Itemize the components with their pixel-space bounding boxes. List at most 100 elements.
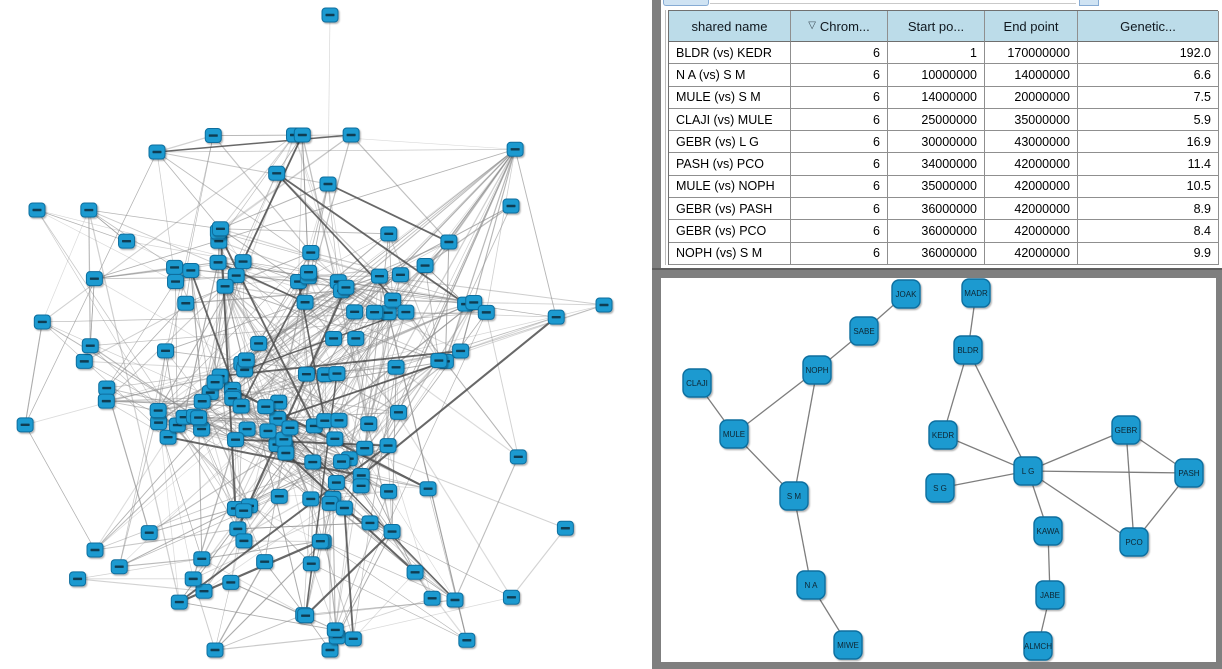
network-edge <box>36 209 176 282</box>
table-cell: MULE (vs) NOPH <box>669 175 791 199</box>
network-node-label-glyph <box>300 301 310 304</box>
network-edge <box>220 228 299 282</box>
network-node-ALMCH[interactable] <box>1023 631 1053 661</box>
network-edge <box>379 275 605 306</box>
network-edge <box>460 316 557 352</box>
table-row[interactable]: CLAJI (vs) MULE 6 25000000 35000000 5.9 <box>669 108 1219 132</box>
network-edge <box>190 270 203 402</box>
network-node-label-glyph <box>423 487 433 490</box>
network-node-MULE[interactable] <box>719 419 749 449</box>
column-header-0[interactable]: shared name <box>669 11 791 42</box>
network-node-BLDR[interactable] <box>953 335 983 365</box>
network-node-label-glyph <box>101 399 111 403</box>
column-header-4[interactable]: Genetic... <box>1078 11 1219 42</box>
network-edge <box>190 270 203 402</box>
network-node-label-glyph <box>197 400 207 403</box>
network-node-label: NOPH <box>805 366 828 375</box>
table-row[interactable]: GEBR (vs) L G 6 30000000 43000000 16.9 <box>669 131 1219 154</box>
network-node-MADR[interactable] <box>961 278 991 308</box>
network-node-label-glyph <box>306 251 316 254</box>
network-node-label: ALMCH <box>1024 642 1052 651</box>
network-edge <box>41 209 90 323</box>
network-node-label-glyph <box>231 438 241 441</box>
sort-filter-icon[interactable]: ▽ <box>808 20 816 31</box>
network-edge <box>149 507 236 534</box>
network-node-KEDR[interactable] <box>928 420 958 450</box>
network-edge <box>217 134 295 233</box>
network-node-MIWE[interactable] <box>833 630 863 660</box>
network-edge <box>307 276 335 339</box>
network-node-JOAK[interactable] <box>891 279 921 309</box>
scrollbar-fragment[interactable] <box>1079 0 1099 6</box>
table-cell: 36000000 <box>888 220 985 243</box>
network-edge <box>352 522 371 639</box>
network-node-PASH[interactable] <box>1174 458 1204 488</box>
column-header-1[interactable]: ▽ Chrom... <box>791 11 888 42</box>
network-edge <box>167 173 277 438</box>
table-row[interactable]: PASH (vs) PCO 6 34000000 42000000 11.4 <box>669 153 1219 176</box>
network-edge <box>305 541 321 616</box>
network-node-label-glyph <box>341 286 351 289</box>
table-cell: 9.9 <box>1078 242 1219 265</box>
network-edge <box>405 311 440 361</box>
table-row[interactable]: BLDR (vs) KEDR 6 1 170000000 192.0 <box>669 42 1219 65</box>
network-edge <box>24 151 158 425</box>
network-edge <box>343 507 355 639</box>
table-row[interactable]: N A (vs) S M 6 10000000 14000000 6.6 <box>669 64 1219 87</box>
network-node-label-glyph <box>360 447 370 450</box>
network-node-label: N A <box>805 581 819 590</box>
column-header-3[interactable]: End point <box>985 11 1078 42</box>
network-node-label: PASH <box>1178 469 1199 478</box>
network-node-label-glyph <box>79 360 89 363</box>
network-edge <box>190 270 211 393</box>
table-cell: N A (vs) S M <box>669 64 791 87</box>
table-row[interactable]: NOPH (vs) S M 6 36000000 42000000 9.9 <box>669 242 1219 265</box>
table-row[interactable]: GEBR (vs) PCO 6 36000000 42000000 8.4 <box>669 220 1219 243</box>
network-edge <box>329 312 487 651</box>
network-node-label-glyph <box>233 527 243 531</box>
network-node-JABE[interactable] <box>1035 580 1065 610</box>
network-overview-canvas[interactable] <box>0 0 652 669</box>
table-cell: 20000000 <box>985 86 1078 109</box>
network-node-GEBR[interactable] <box>1111 415 1141 445</box>
table-row[interactable]: GEBR (vs) PASH 6 36000000 42000000 8.9 <box>669 198 1219 221</box>
network-node-label-glyph <box>356 474 366 477</box>
network-edge <box>353 572 416 640</box>
network-edge <box>106 387 150 533</box>
network-node-S-M[interactable] <box>779 481 809 511</box>
network-node-CLAJI[interactable] <box>682 368 712 398</box>
network-edge <box>220 183 329 230</box>
column-header-2[interactable]: Start po... <box>888 11 985 42</box>
table-row[interactable]: MULE (vs) S M 6 14000000 20000000 7.5 <box>669 86 1219 109</box>
network-edge <box>106 400 242 407</box>
network-edge <box>424 205 512 267</box>
network-edge <box>338 360 440 421</box>
network-edge <box>454 456 519 601</box>
network-detail-canvas[interactable]: JOAK MADR SABE NOPH BLDR CLAJI MULE KEDR GEBR L G… <box>661 278 1216 662</box>
network-node-SABE[interactable] <box>849 316 879 346</box>
network-node-N-A[interactable] <box>796 570 826 600</box>
table-cell: 6 <box>791 131 888 154</box>
network-edge <box>198 417 203 559</box>
network-edge <box>175 281 178 426</box>
network-edge <box>41 134 295 323</box>
network-edge <box>36 209 236 509</box>
table-cell: 6 <box>791 198 888 221</box>
network-node-KAWA[interactable] <box>1033 516 1063 546</box>
network-edge <box>156 134 352 153</box>
network-node-NOPH[interactable] <box>802 355 832 385</box>
network-node-S-G[interactable] <box>925 473 955 503</box>
network-node-label-glyph <box>208 134 218 137</box>
network-node-label-glyph <box>254 342 264 345</box>
table-cell: 6 <box>791 64 888 87</box>
network-edge <box>395 367 399 413</box>
network-node-PCO[interactable] <box>1119 527 1149 557</box>
table-tab-fragment[interactable] <box>663 0 709 6</box>
network-edge <box>285 312 389 454</box>
panel-edge-line <box>665 10 666 265</box>
network-node-label-glyph <box>506 204 516 208</box>
table-row[interactable]: MULE (vs) NOPH 6 35000000 42000000 10.5 <box>669 175 1219 199</box>
network-edge <box>414 571 468 641</box>
network-node-label-glyph <box>395 273 405 276</box>
network-node-L-G[interactable] <box>1013 456 1043 486</box>
